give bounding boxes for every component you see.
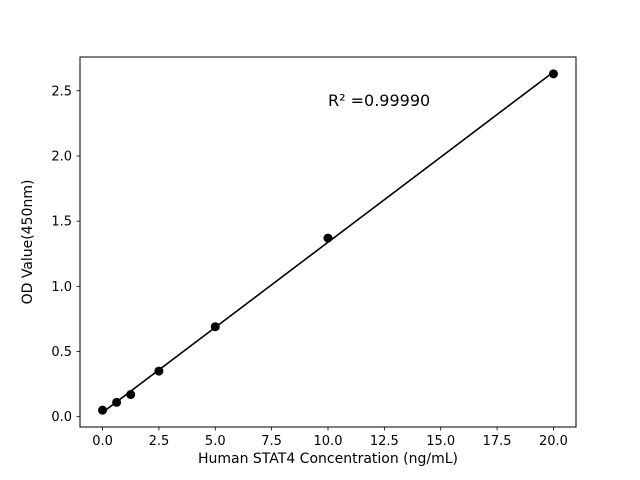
- x-tick-label: 17.5: [483, 434, 512, 449]
- y-tick-label: 0.0: [51, 410, 72, 425]
- x-tick-label: 7.5: [261, 434, 282, 449]
- x-tick-label: 20.0: [539, 434, 568, 449]
- y-tick-label: 0.5: [51, 345, 72, 360]
- x-tick-label: 12.5: [370, 434, 399, 449]
- data-point: [112, 397, 122, 407]
- y-tick-label: 1.0: [51, 280, 72, 295]
- data-point: [126, 390, 136, 400]
- y-axis-label: OD Value(450nm): [20, 180, 36, 305]
- x-axis-label: Human STAT4 Concentration (ng/mL): [198, 451, 458, 467]
- x-tick-label: 0.0: [92, 434, 113, 449]
- x-tick-label: 5.0: [205, 434, 226, 449]
- data-point: [548, 69, 558, 79]
- x-tick-label: 10.0: [314, 434, 343, 449]
- y-tick-label: 1.5: [51, 215, 72, 230]
- x-tick-label: 2.5: [149, 434, 170, 449]
- data-point: [98, 405, 108, 415]
- y-tick-label: 2.5: [51, 84, 72, 99]
- x-tick-label: 15.0: [426, 434, 455, 449]
- data-point: [210, 322, 220, 332]
- plot-border: [79, 56, 577, 428]
- y-tick-label: 2.0: [51, 149, 72, 164]
- data-point: [323, 233, 333, 243]
- r-squared-annotation: R² =0.99990: [328, 91, 430, 110]
- data-point: [154, 366, 164, 376]
